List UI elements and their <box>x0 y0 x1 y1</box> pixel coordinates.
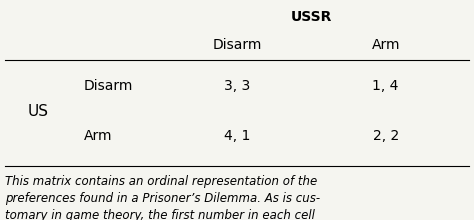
Text: 3, 3: 3, 3 <box>224 79 250 93</box>
Text: tomary in game theory, the first number in each cell: tomary in game theory, the first number … <box>5 209 315 220</box>
Text: 4, 1: 4, 1 <box>224 129 250 143</box>
Text: This matrix contains an ordinal representation of the: This matrix contains an ordinal represen… <box>5 175 317 188</box>
Text: Arm: Arm <box>372 38 400 52</box>
Text: 1, 4: 1, 4 <box>373 79 399 93</box>
Text: Disarm: Disarm <box>212 38 262 52</box>
Text: USSR: USSR <box>291 10 332 24</box>
Text: 2, 2: 2, 2 <box>373 129 399 143</box>
Text: US: US <box>28 104 49 119</box>
Text: preferences found in a Prisoner’s Dilemma. As is cus-: preferences found in a Prisoner’s Dilemm… <box>5 192 320 205</box>
Text: Arm: Arm <box>84 129 112 143</box>
Text: Disarm: Disarm <box>84 79 133 93</box>
